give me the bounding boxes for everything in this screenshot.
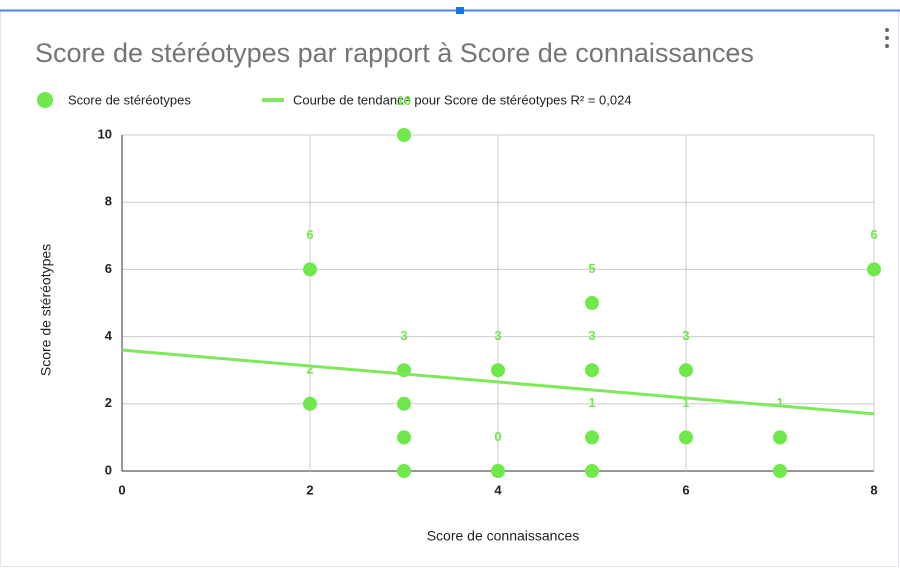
data-label: 3 <box>682 328 689 343</box>
y-tick-label: 8 <box>105 194 112 209</box>
data-label: 6 <box>870 227 877 242</box>
x-tick-label: 8 <box>870 482 877 497</box>
data-label: 5 <box>588 261 595 276</box>
point <box>585 430 599 445</box>
point <box>867 262 881 277</box>
x-tick-label: 0 <box>118 482 125 497</box>
legend-label: Score de stéréotypes <box>68 92 191 107</box>
point <box>303 396 317 411</box>
y-axis-label: Score de stéréotypes <box>38 244 54 376</box>
resize-handle[interactable] <box>456 7 464 14</box>
data-label: 2 <box>400 362 407 377</box>
point <box>491 464 505 478</box>
y-tick-label: 2 <box>105 395 112 410</box>
y-tick-label: 6 <box>105 261 112 276</box>
point <box>491 363 505 378</box>
data-label: 1 <box>682 395 689 410</box>
data-label: 1 <box>588 395 595 410</box>
data-label: 0 <box>588 429 595 444</box>
data-label: 0 <box>494 429 501 444</box>
data-label: 2 <box>306 362 313 377</box>
data-label: 3 <box>400 328 407 343</box>
point <box>397 464 411 478</box>
point <box>397 128 411 142</box>
point <box>397 430 411 445</box>
x-tick-label: 6 <box>682 482 689 497</box>
y-tick-label: 4 <box>105 328 113 343</box>
legend-marker <box>37 92 53 108</box>
y-tick-label: 10 <box>98 126 112 141</box>
y-tick-label: 0 <box>105 462 112 477</box>
point <box>679 363 693 378</box>
point <box>397 396 411 411</box>
point <box>773 464 787 478</box>
data-label: 0 <box>776 429 783 444</box>
point <box>773 430 787 445</box>
data-label: 1 <box>776 395 783 410</box>
point <box>585 363 599 378</box>
x-tick-label: 4 <box>494 482 502 497</box>
x-tick-label: 2 <box>306 482 313 497</box>
data-label: 0 <box>400 429 407 444</box>
legend-label: Courbe de tendance pour Score de stéréot… <box>293 92 632 107</box>
point <box>585 464 599 478</box>
data-label: 10 <box>397 93 411 108</box>
point <box>585 296 599 310</box>
point <box>679 430 693 445</box>
data-label: 3 <box>588 328 595 343</box>
chart-title: Score de stéréotypes par rapport à Score… <box>35 38 754 68</box>
point <box>303 262 317 277</box>
trendline <box>121 348 875 416</box>
data-label: 6 <box>306 227 313 242</box>
data-label: 3 <box>494 328 501 343</box>
menu-button[interactable] <box>885 28 889 48</box>
data-label: 1 <box>400 395 407 410</box>
x-axis-label: Score de connaissances <box>427 528 580 544</box>
frame <box>0 10 899 567</box>
